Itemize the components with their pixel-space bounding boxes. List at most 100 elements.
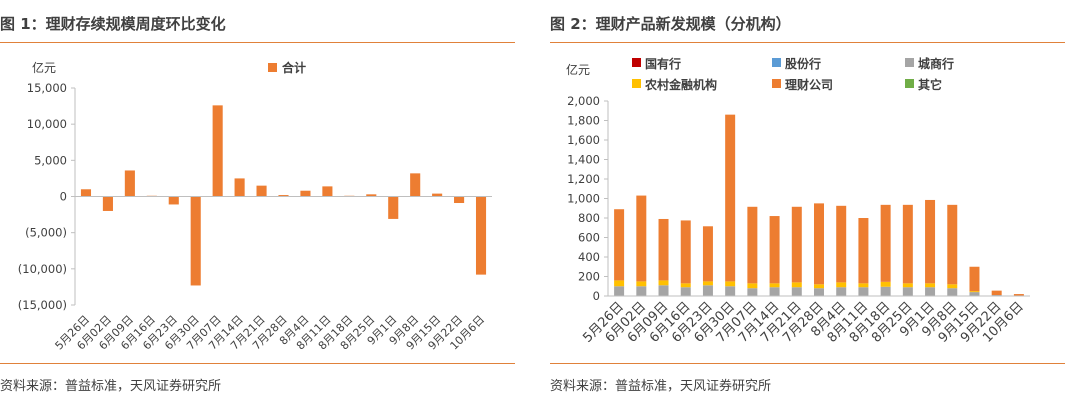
bar-segment <box>791 282 802 288</box>
bar <box>256 185 267 197</box>
bar-segment <box>858 218 869 284</box>
bar-segment <box>769 216 780 284</box>
y-tick-label: 1,600 <box>567 133 600 147</box>
bar <box>366 194 377 197</box>
y-tick-label: (15,000) <box>18 298 67 312</box>
bar-segment <box>836 205 847 283</box>
bar-segment <box>925 283 936 288</box>
bar <box>102 196 113 211</box>
bar-segment <box>680 287 691 296</box>
bar <box>190 196 201 286</box>
bar-segment <box>680 220 691 284</box>
y-tick-label: 1,000 <box>567 192 600 206</box>
bar-segment <box>680 283 691 288</box>
y-tick-label: 0 <box>593 289 600 303</box>
y-tick-label: 200 <box>578 270 600 284</box>
bar-segment <box>702 281 713 286</box>
bar-segment <box>814 203 824 285</box>
y-tick-label: 1,800 <box>567 114 600 128</box>
y-unit-label: 亿元 <box>32 60 56 75</box>
bar-segment <box>969 291 980 293</box>
bar-segment <box>836 282 847 288</box>
left-chart-panel: 图 1：理财存续规模周度环比变化 亿元 15,000 10,000 5,000 0 (5,… <box>0 0 530 407</box>
legend-swatch <box>632 58 641 67</box>
left-title-rule <box>0 42 515 43</box>
bar <box>410 173 421 197</box>
bar-segment <box>969 266 980 292</box>
bar-segment <box>791 287 802 296</box>
right-title-rule <box>550 42 1065 43</box>
right-chart-source: 资料来源：普益标准，天风证券研究所 <box>550 379 772 394</box>
right-chart-panel: 图 2：理财产品新发规模（分机构） 亿元 0 200 400 600 800 1,000 1,… <box>550 0 1080 407</box>
bar <box>454 196 465 204</box>
bar-segment <box>947 288 958 296</box>
bar-segment <box>725 281 736 287</box>
bar-segment <box>636 195 647 282</box>
bar-segment <box>702 226 713 282</box>
bar-segment <box>791 206 802 283</box>
bar-segment <box>725 286 736 296</box>
bar-segment <box>614 280 625 287</box>
y-tick-label: 15,000 <box>27 81 67 95</box>
bar-segment <box>880 286 891 296</box>
legend-swatch <box>632 79 641 88</box>
y-unit-label: 亿元 <box>566 62 590 77</box>
bar-segment <box>947 284 958 289</box>
y-tick-label: 0 <box>60 190 67 204</box>
bar-segment <box>902 204 913 284</box>
y-tick-label: 1,200 <box>567 172 600 186</box>
y-tick-label: (5,000) <box>25 226 67 240</box>
bar-segment <box>725 114 736 282</box>
bar-segment <box>747 288 758 296</box>
bar-segment <box>658 218 669 281</box>
bar-segment <box>880 281 891 287</box>
y-tick-label: 800 <box>578 211 600 225</box>
bar-segment <box>769 283 780 288</box>
bar-segment <box>902 287 913 296</box>
legend-label: 农村金融机构 <box>644 77 717 92</box>
bar <box>124 170 135 197</box>
bar-segment <box>658 280 669 286</box>
y-tick-label: (10,000) <box>18 262 67 276</box>
y-tick-label: 1,400 <box>567 153 600 167</box>
bar-segment <box>614 286 625 296</box>
bar-segment <box>991 290 1002 296</box>
bar-segment <box>902 283 913 288</box>
bar-segment <box>769 287 780 296</box>
y-tick-label: 10,000 <box>27 117 67 131</box>
bar <box>300 190 311 197</box>
right-chart-svg: 亿元 0 200 400 600 800 1,000 1,200 1,400 1,600 1,800… <box>566 56 1030 346</box>
bar-segment <box>747 283 758 289</box>
bar <box>322 186 333 197</box>
legend-label-total: 合计 <box>282 60 306 75</box>
bar-segment <box>814 288 824 296</box>
bar-segment <box>702 285 713 296</box>
legend-swatch <box>772 58 781 67</box>
bar-segment <box>947 204 958 285</box>
y-tick-label: 400 <box>578 250 600 264</box>
legend-label: 理财公司 <box>785 77 833 92</box>
bar <box>388 196 399 219</box>
bar <box>475 196 487 275</box>
legend-swatch <box>905 58 914 67</box>
legend-label: 其它 <box>918 77 942 92</box>
bar-segment <box>880 204 891 282</box>
bar-segment <box>814 284 824 289</box>
y-tick-label: 600 <box>578 231 600 245</box>
bar-segment <box>858 287 869 296</box>
bar-segment <box>925 199 936 284</box>
bar-segment <box>836 287 847 296</box>
legend-label: 股份行 <box>785 56 821 71</box>
legend-swatch <box>905 79 914 88</box>
bar-segment <box>858 283 869 288</box>
left-chart-source: 资料来源：普益标准，天风证券研究所 <box>0 379 222 394</box>
legend-swatch <box>772 79 781 88</box>
legend-label: 城商行 <box>918 56 954 71</box>
bar <box>168 196 179 205</box>
right-source-rule <box>550 363 1065 364</box>
right-chart-title: 图 2：理财产品新发规模（分机构） <box>550 15 791 33</box>
bar-segment <box>747 206 758 284</box>
bar-segment <box>658 285 669 296</box>
legend-label: 国有行 <box>645 56 681 71</box>
y-tick-label: 5,000 <box>34 153 67 167</box>
